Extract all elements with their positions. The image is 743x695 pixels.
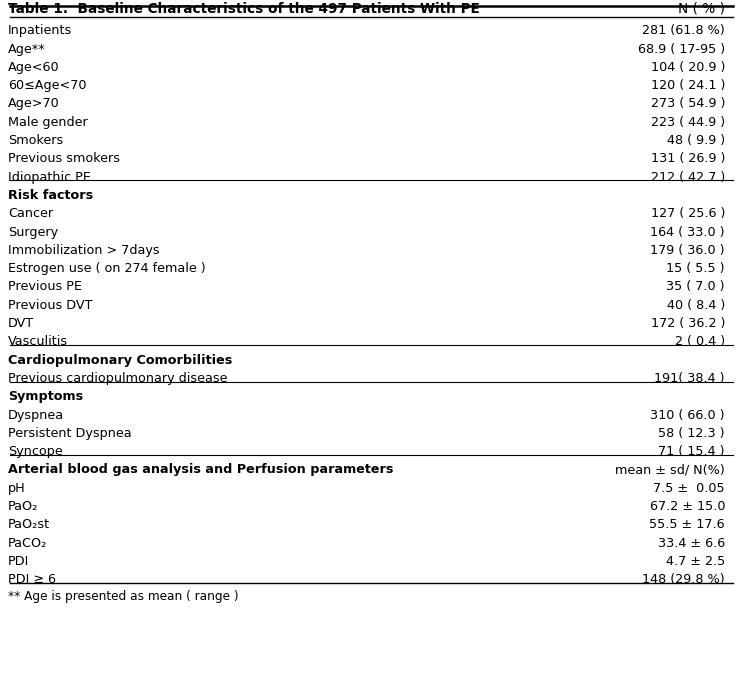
Text: Symptoms: Symptoms bbox=[8, 390, 83, 403]
Text: 281 (61.8 %): 281 (61.8 %) bbox=[642, 24, 725, 38]
Text: PaO₂st: PaO₂st bbox=[8, 518, 50, 531]
Text: 191( 38.4 ): 191( 38.4 ) bbox=[655, 372, 725, 385]
Text: 7.5 ±  0.05: 7.5 ± 0.05 bbox=[653, 482, 725, 495]
Text: 131 ( 26.9 ): 131 ( 26.9 ) bbox=[651, 152, 725, 165]
Text: Immobilization > 7days: Immobilization > 7days bbox=[8, 244, 160, 257]
Text: Vasculitis: Vasculitis bbox=[8, 335, 68, 348]
Text: Syncope: Syncope bbox=[8, 445, 62, 458]
Text: Previous cardiopulmonary disease: Previous cardiopulmonary disease bbox=[8, 372, 227, 385]
Text: mean ± sd/ N(%): mean ± sd/ N(%) bbox=[615, 464, 725, 477]
Text: Inpatients: Inpatients bbox=[8, 24, 72, 38]
Text: ** Age is presented as mean ( range ): ** Age is presented as mean ( range ) bbox=[8, 589, 239, 603]
Text: PaO₂: PaO₂ bbox=[8, 500, 39, 513]
Text: Age**: Age** bbox=[8, 42, 46, 56]
Text: pH: pH bbox=[8, 482, 26, 495]
Text: 179 ( 36.0 ): 179 ( 36.0 ) bbox=[651, 244, 725, 257]
Text: 164 ( 33.0 ): 164 ( 33.0 ) bbox=[651, 225, 725, 238]
Text: 120 ( 24.1 ): 120 ( 24.1 ) bbox=[651, 79, 725, 92]
Text: Arterial blood gas analysis and Perfusion parameters: Arterial blood gas analysis and Perfusio… bbox=[8, 464, 393, 477]
Text: 71 ( 15.4 ): 71 ( 15.4 ) bbox=[658, 445, 725, 458]
Text: PDI ≥ 6: PDI ≥ 6 bbox=[8, 573, 56, 586]
Text: 35 ( 7.0 ): 35 ( 7.0 ) bbox=[666, 280, 725, 293]
Text: N ( % ): N ( % ) bbox=[678, 2, 725, 16]
Text: 15 ( 5.5 ): 15 ( 5.5 ) bbox=[666, 262, 725, 275]
Text: 127 ( 25.6 ): 127 ( 25.6 ) bbox=[651, 207, 725, 220]
Text: Idiopathic PE: Idiopathic PE bbox=[8, 171, 91, 183]
Text: DVT: DVT bbox=[8, 317, 34, 330]
Text: PDI: PDI bbox=[8, 555, 30, 568]
Text: 40 ( 8.4 ): 40 ( 8.4 ) bbox=[666, 299, 725, 312]
Text: 68.9 ( 17-95 ): 68.9 ( 17-95 ) bbox=[638, 42, 725, 56]
Text: PaCO₂: PaCO₂ bbox=[8, 537, 48, 550]
Text: 2 ( 0.4 ): 2 ( 0.4 ) bbox=[675, 335, 725, 348]
Text: Estrogen use ( on 274 female ): Estrogen use ( on 274 female ) bbox=[8, 262, 206, 275]
Text: 212 ( 42.7 ): 212 ( 42.7 ) bbox=[651, 171, 725, 183]
Text: 67.2 ± 15.0: 67.2 ± 15.0 bbox=[649, 500, 725, 513]
Text: 4.7 ± 2.5: 4.7 ± 2.5 bbox=[666, 555, 725, 568]
Text: Cancer: Cancer bbox=[8, 207, 53, 220]
Text: Age>70: Age>70 bbox=[8, 97, 59, 111]
Text: Persistent Dyspnea: Persistent Dyspnea bbox=[8, 427, 132, 440]
Text: 310 ( 66.0 ): 310 ( 66.0 ) bbox=[651, 409, 725, 422]
Text: Risk factors: Risk factors bbox=[8, 189, 93, 202]
Text: 60≤Age<70: 60≤Age<70 bbox=[8, 79, 86, 92]
Text: Surgery: Surgery bbox=[8, 225, 58, 238]
Text: 172 ( 36.2 ): 172 ( 36.2 ) bbox=[651, 317, 725, 330]
Text: 104 ( 20.9 ): 104 ( 20.9 ) bbox=[651, 61, 725, 74]
Text: Previous smokers: Previous smokers bbox=[8, 152, 120, 165]
Text: 58 ( 12.3 ): 58 ( 12.3 ) bbox=[658, 427, 725, 440]
Text: Previous DVT: Previous DVT bbox=[8, 299, 92, 312]
Text: Smokers: Smokers bbox=[8, 134, 63, 147]
Text: Male gender: Male gender bbox=[8, 116, 88, 129]
Text: Dyspnea: Dyspnea bbox=[8, 409, 64, 422]
Text: Cardiopulmonary Comorbilities: Cardiopulmonary Comorbilities bbox=[8, 354, 233, 367]
Text: Age<60: Age<60 bbox=[8, 61, 59, 74]
Text: 223 ( 44.9 ): 223 ( 44.9 ) bbox=[651, 116, 725, 129]
Text: 148 (29.8 %): 148 (29.8 %) bbox=[643, 573, 725, 586]
Text: 33.4 ± 6.6: 33.4 ± 6.6 bbox=[658, 537, 725, 550]
Text: 48 ( 9.9 ): 48 ( 9.9 ) bbox=[667, 134, 725, 147]
Text: 273 ( 54.9 ): 273 ( 54.9 ) bbox=[651, 97, 725, 111]
Text: Previous PE: Previous PE bbox=[8, 280, 82, 293]
Text: Table 1.  Baseline Characteristics of the 497 Patients With PE: Table 1. Baseline Characteristics of the… bbox=[8, 2, 480, 16]
Text: 55.5 ± 17.6: 55.5 ± 17.6 bbox=[649, 518, 725, 531]
